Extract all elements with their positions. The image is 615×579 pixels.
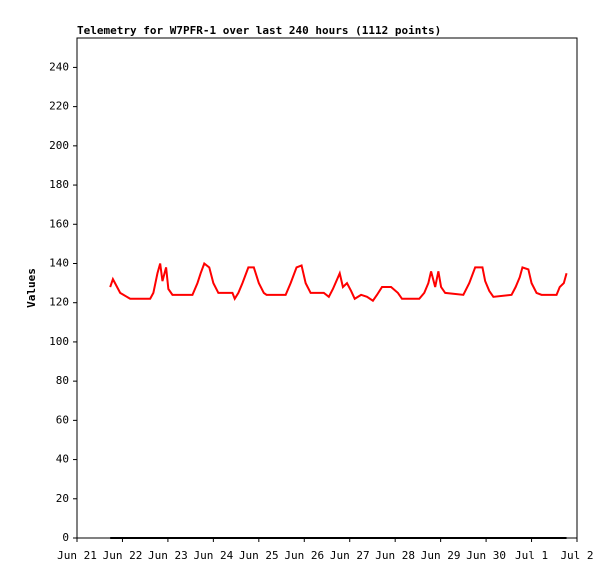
x-tick-label: Jun 28 (375, 549, 415, 562)
y-tick-label: 60 (56, 413, 69, 426)
y-tick-label: 40 (56, 453, 69, 466)
y-tick-label: 200 (49, 139, 69, 152)
y-tick-label: 160 (49, 217, 69, 230)
x-tick-label: Jun 23 (148, 549, 188, 562)
chart-title: Telemetry for W7PFR-1 over last 240 hour… (77, 24, 441, 37)
plot-frame (76, 37, 578, 539)
y-axis-label: Values (25, 268, 38, 308)
x-tick-label: Jun 30 (466, 549, 506, 562)
series-line (109, 261, 568, 303)
y-tick-label: 80 (56, 374, 69, 387)
x-tick-label: Jun 26 (284, 549, 324, 562)
y-tick-label: 100 (49, 335, 69, 348)
y-tick-label: 0 (62, 531, 69, 544)
x-tick-label: Jun 25 (239, 549, 279, 562)
x-tick-label: Jun 27 (330, 549, 370, 562)
y-tick-label: 140 (49, 256, 69, 269)
y-tick-label: 220 (49, 100, 69, 113)
x-tick-label: Jun 29 (421, 549, 461, 562)
x-tick-label: Jun 22 (103, 549, 143, 562)
y-tick-label: 20 (56, 492, 69, 505)
x-tick-label: Jul 1 (515, 549, 548, 562)
y-tick-label: 180 (49, 178, 69, 191)
x-tick-label: Jul 2 (560, 549, 593, 562)
x-tick-label: Jun 24 (193, 549, 233, 562)
y-tick-label: 120 (49, 296, 69, 309)
x-tick-label: Jun 21 (57, 549, 97, 562)
y-tick-label: 240 (49, 60, 69, 73)
